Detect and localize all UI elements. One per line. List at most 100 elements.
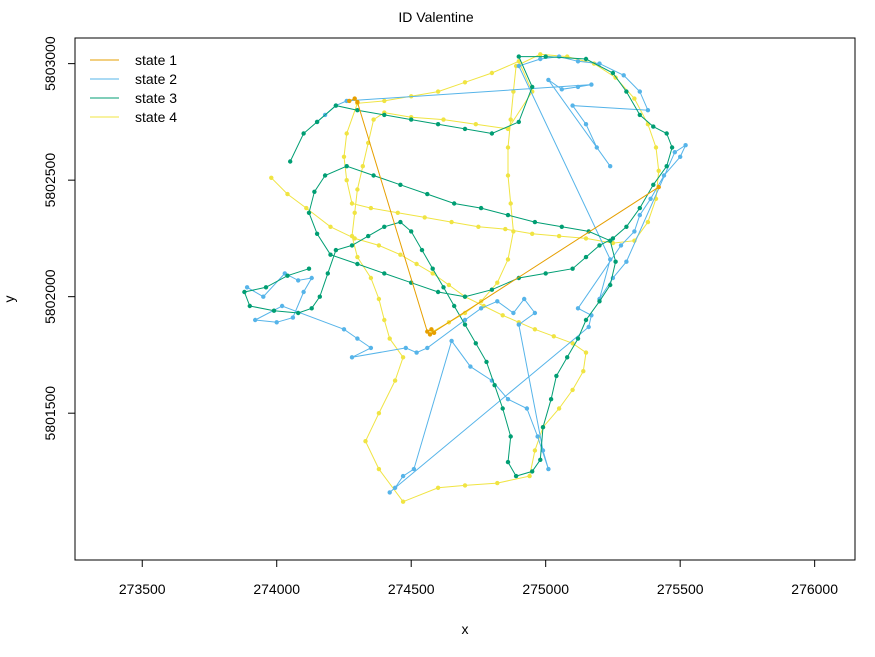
data-point <box>446 282 452 288</box>
data-point <box>261 294 266 299</box>
data-point <box>532 448 538 453</box>
data-point <box>637 212 642 218</box>
data-point <box>363 439 368 444</box>
data-point <box>355 336 360 341</box>
data-point <box>476 224 481 229</box>
data-point <box>610 70 616 76</box>
data-point <box>478 306 484 311</box>
data-point <box>556 406 562 411</box>
data-point <box>349 243 355 248</box>
data-point <box>409 117 414 122</box>
data-point <box>414 350 419 355</box>
data-point <box>608 282 613 288</box>
series-state-2 <box>244 54 688 495</box>
data-point <box>371 117 376 122</box>
data-point <box>312 189 317 194</box>
data-point <box>535 434 540 439</box>
data-point <box>263 285 269 290</box>
series-state-4 <box>269 52 661 504</box>
data-point <box>613 259 618 264</box>
data-point <box>575 59 581 64</box>
data-point <box>349 233 355 239</box>
data-point <box>473 341 478 346</box>
data-point <box>462 80 468 85</box>
data-point <box>546 466 551 472</box>
data-point <box>431 330 437 335</box>
data-point <box>253 317 258 323</box>
data-point <box>683 143 688 148</box>
data-point <box>382 112 387 118</box>
data-point <box>608 257 613 262</box>
data-point <box>322 173 328 178</box>
x-tick-label: 276000 <box>791 581 838 597</box>
series-line <box>243 56 673 477</box>
data-point <box>478 205 484 211</box>
data-point <box>441 285 446 290</box>
data-point <box>505 173 511 178</box>
data-point <box>376 296 382 302</box>
data-point <box>503 226 508 232</box>
y-tick-label: 5802500 <box>42 153 58 208</box>
data-point <box>632 229 637 234</box>
data-point <box>632 96 637 101</box>
data-point <box>524 406 530 411</box>
data-point <box>309 306 314 311</box>
data-point <box>314 119 320 125</box>
data-point <box>344 131 349 136</box>
data-point <box>355 261 360 267</box>
data-point <box>301 131 306 136</box>
data-point <box>648 196 653 201</box>
data-point <box>349 355 355 360</box>
data-point <box>441 117 446 122</box>
data-point <box>583 236 589 241</box>
data-point <box>516 119 521 125</box>
data-point <box>511 310 516 316</box>
data-point <box>376 243 382 248</box>
data-point <box>651 182 656 187</box>
data-point <box>624 224 629 229</box>
data-point <box>328 252 333 257</box>
data-point <box>290 315 296 320</box>
data-point <box>271 308 277 313</box>
chart-title: ID Valentine <box>398 9 473 25</box>
data-point <box>556 233 562 239</box>
data-point <box>427 332 433 337</box>
data-point <box>462 322 468 327</box>
data-point <box>392 485 398 490</box>
series-state-1 <box>347 96 661 337</box>
data-point <box>516 63 521 69</box>
x-tick-label: 274500 <box>388 581 435 597</box>
data-point <box>435 485 441 490</box>
data-point <box>583 122 589 127</box>
data-point <box>522 296 527 302</box>
data-point <box>333 247 339 253</box>
data-point <box>368 345 374 351</box>
data-point <box>398 252 403 257</box>
x-tick-label: 275500 <box>657 581 704 597</box>
data-point <box>508 117 513 122</box>
data-point <box>462 310 468 316</box>
data-point <box>589 82 594 87</box>
series-line <box>246 56 687 493</box>
data-point <box>489 131 495 136</box>
data-point <box>435 122 441 127</box>
data-point <box>355 108 360 113</box>
data-point <box>398 219 403 225</box>
data-point <box>618 243 624 248</box>
data-point <box>597 61 602 66</box>
data-point <box>538 457 543 462</box>
data-point <box>543 54 548 59</box>
data-point <box>538 52 543 57</box>
data-point <box>661 173 667 178</box>
data-point <box>419 247 425 253</box>
data-point <box>317 294 322 299</box>
data-point <box>468 364 473 369</box>
data-point <box>368 275 374 281</box>
data-point <box>505 459 511 465</box>
data-point <box>425 345 430 351</box>
data-point <box>556 54 562 59</box>
data-point <box>352 210 357 215</box>
data-point <box>360 164 365 169</box>
data-point <box>368 205 374 211</box>
data-point <box>409 229 414 234</box>
